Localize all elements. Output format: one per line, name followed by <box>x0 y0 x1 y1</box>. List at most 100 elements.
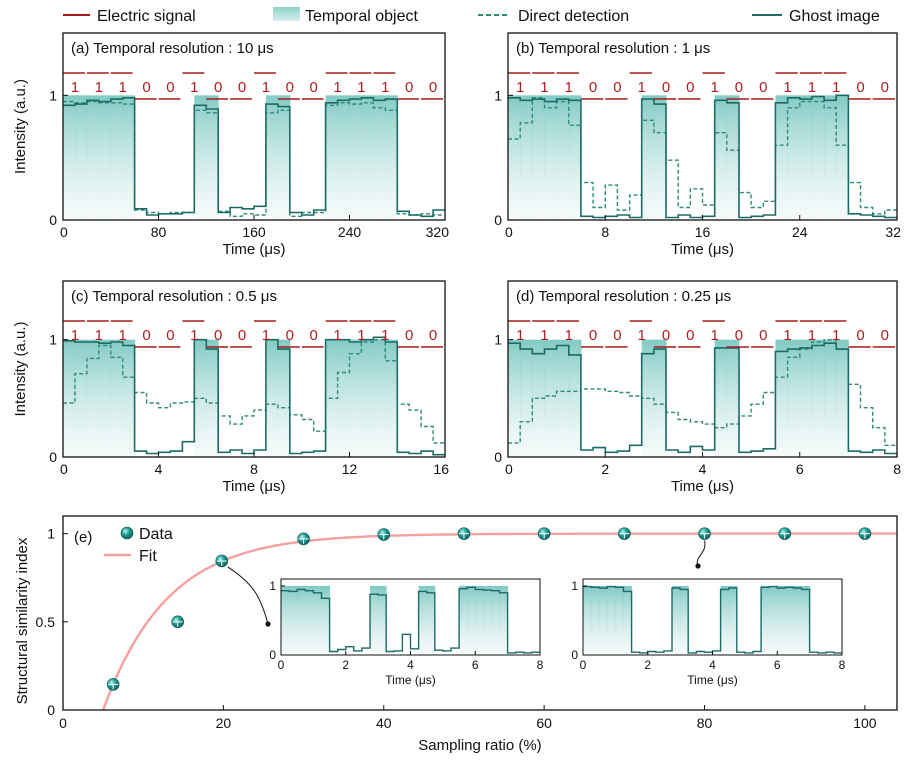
x-tick-label: 8 <box>839 658 846 672</box>
object-bar <box>787 339 801 457</box>
bit-label: 0 <box>662 79 670 96</box>
bit-label: 1 <box>71 79 79 96</box>
object-bar <box>63 339 76 457</box>
inset-x-axis-label: Time (μs) <box>687 673 737 687</box>
legend-fit-label: Fit <box>139 548 157 565</box>
object-bar <box>337 339 350 457</box>
data-point <box>171 615 184 629</box>
x-tick-label: 12 <box>342 461 358 477</box>
temporal-object-d <box>508 339 849 457</box>
bit-label: 1 <box>516 79 524 96</box>
inset-x-axis-label: Time (μs) <box>385 673 435 687</box>
bit-label: 0 <box>286 79 294 96</box>
data-point <box>537 527 551 540</box>
top-legend: Electric signal Temporal object Direct d… <box>63 7 880 25</box>
x-tick-label: 40 <box>376 715 392 731</box>
y-tick-label: 1 <box>571 579 578 593</box>
y-tick-label: 0.5 <box>36 614 56 630</box>
object-bar <box>811 339 825 457</box>
x-tick-label: 8 <box>893 461 901 477</box>
object-bar <box>801 585 811 655</box>
bit-label: 1 <box>638 79 646 96</box>
x-tick-label: 6 <box>472 658 479 672</box>
object-bar <box>824 95 837 220</box>
object-bar <box>787 95 801 220</box>
bit-label: 1 <box>333 79 341 96</box>
object-bar <box>726 95 740 220</box>
bit-label: 0 <box>142 327 150 344</box>
x-tick-label: 0 <box>505 461 513 477</box>
object-bar <box>583 585 592 655</box>
y-tick-label: 0 <box>269 648 276 662</box>
object-bar <box>289 585 298 655</box>
inset-2: 0 2 4 6 8 0 1 Time (μs) <box>571 540 846 687</box>
bit-label: 1 <box>357 327 365 344</box>
bit-label: 1 <box>381 79 389 96</box>
inset-pointer-dot <box>695 563 701 569</box>
object-bar <box>321 585 331 655</box>
legend-electric-signal: Electric signal <box>97 8 196 25</box>
temporal-object-c <box>63 339 398 457</box>
data-point-glint <box>859 533 870 539</box>
legend-object-swatch <box>273 7 300 21</box>
object-bar <box>194 95 207 220</box>
bit-label: 1 <box>71 327 79 344</box>
object-bar <box>98 95 112 220</box>
data-point <box>618 527 631 540</box>
object-bar <box>769 585 778 655</box>
object-bar <box>378 585 387 655</box>
bit-label: 1 <box>832 79 840 96</box>
data-point-glint <box>779 533 790 539</box>
bit-label: 0 <box>238 327 246 344</box>
object-bar <box>641 95 655 220</box>
direct-detection-curve-b <box>508 97 897 215</box>
electric-signal-c <box>63 320 443 348</box>
x-tick-label: 4 <box>155 461 163 477</box>
data-point <box>778 527 792 540</box>
bit-label: 0 <box>286 327 294 344</box>
data-point-glint <box>216 560 227 566</box>
x-tick-label: 16 <box>695 224 711 240</box>
object-bar <box>349 95 362 220</box>
object-bar <box>467 585 476 655</box>
object-bar <box>720 585 730 655</box>
legend-data-label: Data <box>139 526 173 543</box>
object-bar <box>74 95 88 220</box>
bit-label: 0 <box>429 79 437 96</box>
bit-label: 1 <box>808 327 816 344</box>
data-point <box>858 527 872 540</box>
object-bar <box>653 339 667 457</box>
object-bar <box>680 585 689 655</box>
data-point <box>377 528 391 541</box>
object-bar <box>726 339 740 457</box>
bit-label: 1 <box>565 327 573 344</box>
panel-title: (a) Temporal resolution : 10 μs <box>71 40 274 57</box>
object-bar <box>361 339 374 457</box>
bit-label: 1 <box>357 79 365 96</box>
object-bar <box>508 95 521 220</box>
bit-label: 1 <box>783 327 791 344</box>
x-tick-label: 80 <box>697 715 713 731</box>
bit-label: 1 <box>710 327 718 344</box>
y-tick-label: 0 <box>49 212 57 228</box>
bit-label: 0 <box>405 327 413 344</box>
bit-label: 1 <box>381 327 389 344</box>
bit-label: 0 <box>214 79 222 96</box>
object-bar <box>325 95 339 220</box>
y-tick-label: 1 <box>269 579 276 593</box>
object-bar <box>86 95 100 220</box>
object-bar <box>761 585 770 655</box>
fit-curve <box>101 532 897 711</box>
bit-label: 1 <box>262 79 270 96</box>
x-axis-label: Time (μs) <box>222 478 285 495</box>
x-tick-label: 0 <box>59 715 67 731</box>
inset-1: 0 2 4 6 8 0 1 Time (μs) <box>227 566 544 687</box>
bit-label: 1 <box>638 327 646 344</box>
bit-label: 1 <box>95 79 103 96</box>
legend-temporal-object: Temporal object <box>305 8 419 25</box>
bit-label: 0 <box>735 79 743 96</box>
object-bar <box>775 339 789 457</box>
bit-label: 1 <box>565 79 573 96</box>
bit-label: 0 <box>166 327 174 344</box>
